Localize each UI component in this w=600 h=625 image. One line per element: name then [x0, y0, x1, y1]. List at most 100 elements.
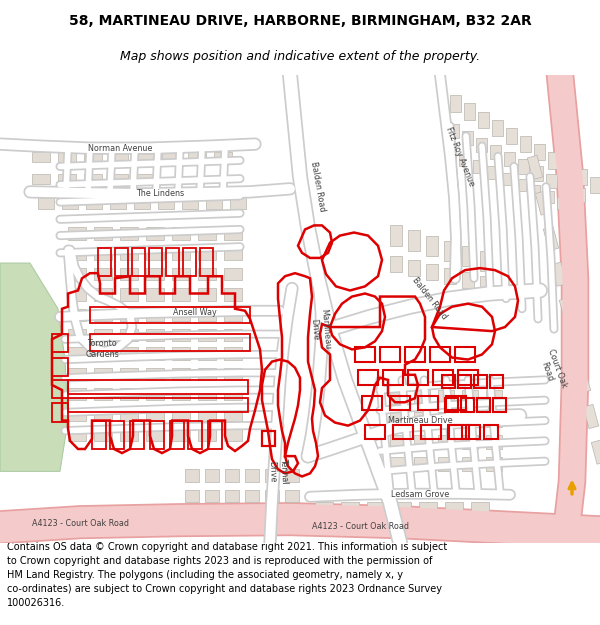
Bar [172, 309, 190, 321]
Bar [185, 489, 199, 502]
Bar [492, 120, 503, 136]
Bar [445, 502, 463, 512]
Bar [32, 174, 50, 184]
Bar [224, 268, 242, 280]
Bar [419, 515, 437, 525]
Bar [504, 152, 515, 166]
Bar [393, 502, 411, 512]
Bar [487, 166, 498, 179]
Bar [224, 228, 242, 239]
Bar [134, 197, 150, 209]
Bar [341, 515, 359, 525]
Text: Ledsam Grove: Ledsam Grove [391, 490, 449, 499]
Bar [120, 429, 138, 441]
Bar [58, 152, 76, 162]
Text: Ansell Way: Ansell Way [173, 308, 217, 318]
Text: Martineau
Drive: Martineau Drive [308, 308, 332, 350]
Polygon shape [544, 226, 559, 251]
Bar [146, 248, 164, 260]
Bar [68, 368, 86, 380]
Text: Norman Avenue: Norman Avenue [88, 144, 152, 152]
Polygon shape [568, 333, 583, 357]
Bar [68, 329, 86, 341]
Bar [414, 457, 430, 471]
Bar [146, 348, 164, 359]
Bar [120, 348, 138, 359]
Bar [94, 329, 112, 341]
Bar [188, 152, 206, 162]
Bar [476, 138, 487, 152]
Polygon shape [527, 156, 542, 179]
Bar [120, 388, 138, 400]
Bar [94, 248, 112, 260]
Bar [172, 368, 190, 380]
Bar [471, 515, 489, 525]
Bar [146, 228, 164, 239]
Bar [198, 368, 216, 380]
Bar [390, 226, 402, 246]
Bar [206, 197, 222, 209]
Bar [146, 288, 164, 301]
Bar [146, 368, 164, 380]
Bar [265, 469, 279, 481]
Bar [198, 388, 216, 400]
Bar [438, 412, 454, 427]
Bar [341, 502, 359, 512]
Bar [84, 174, 102, 184]
Bar [198, 408, 216, 421]
Text: A4123 - Court Oak Road: A4123 - Court Oak Road [32, 519, 128, 528]
Bar [224, 368, 242, 380]
Bar [146, 408, 164, 421]
Bar [462, 435, 478, 449]
Bar [94, 288, 112, 301]
Bar [486, 390, 502, 404]
Bar [225, 469, 239, 481]
Bar [480, 251, 492, 271]
Bar [426, 264, 438, 280]
Bar [574, 188, 585, 202]
Bar [445, 148, 456, 161]
Bar [462, 457, 478, 471]
Bar [32, 152, 50, 162]
Bar [146, 388, 164, 400]
Bar [94, 268, 112, 280]
Bar [38, 197, 54, 209]
Bar [444, 268, 456, 284]
Text: Balden Road: Balden Road [411, 276, 449, 321]
Bar [120, 368, 138, 380]
Bar [214, 152, 232, 162]
Polygon shape [535, 191, 551, 215]
Bar [198, 248, 216, 260]
Bar [172, 408, 190, 421]
Bar [68, 228, 86, 239]
Bar [245, 469, 259, 481]
Bar [120, 248, 138, 260]
Bar [172, 288, 190, 301]
Bar [172, 388, 190, 400]
Bar [198, 228, 216, 239]
Bar [94, 368, 112, 380]
Bar [146, 429, 164, 441]
Bar [198, 348, 216, 359]
Bar [520, 136, 531, 152]
Bar [245, 489, 259, 502]
Bar [110, 174, 128, 184]
Bar [68, 388, 86, 400]
Bar [419, 502, 437, 512]
Bar [94, 309, 112, 321]
Bar [185, 469, 199, 481]
Bar [198, 309, 216, 321]
Text: Court Oak
Road: Court Oak Road [536, 347, 568, 392]
Bar [473, 161, 484, 172]
Bar [438, 457, 454, 471]
Bar [414, 390, 430, 404]
Bar [462, 131, 473, 145]
Bar [172, 228, 190, 239]
Bar [68, 268, 86, 280]
Bar [224, 248, 242, 260]
Bar [198, 268, 216, 280]
Bar [459, 154, 470, 166]
Polygon shape [559, 298, 575, 322]
Bar [58, 174, 76, 184]
Bar [224, 388, 242, 400]
